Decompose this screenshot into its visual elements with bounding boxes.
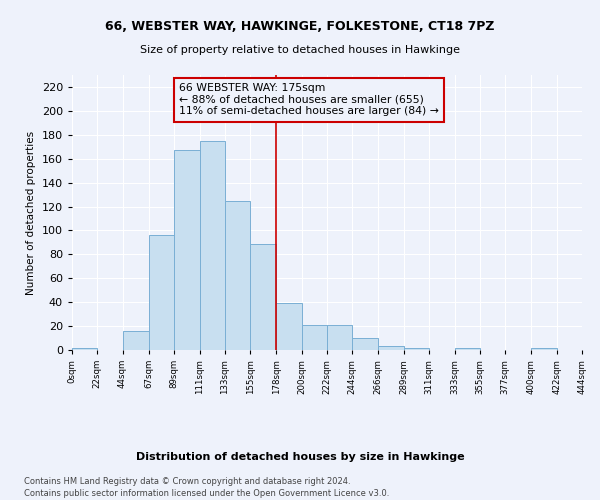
Bar (174, 150, 199, 350)
Bar (199, 141, 225, 350)
Bar (250, 244, 277, 350)
Text: Size of property relative to detached houses in Hawkinge: Size of property relative to detached ho… (140, 45, 460, 55)
Bar (327, 325, 352, 350)
Text: 66 WEBSTER WAY: 175sqm
← 88% of detached houses are smaller (655)
11% of semi-de: 66 WEBSTER WAY: 175sqm ← 88% of detached… (179, 83, 439, 116)
Text: 66, WEBSTER WAY, HAWKINGE, FOLKESTONE, CT18 7PZ: 66, WEBSTER WAY, HAWKINGE, FOLKESTONE, C… (105, 20, 495, 33)
Y-axis label: Number of detached properties: Number of detached properties (26, 130, 36, 294)
Bar (404, 348, 429, 350)
Bar (122, 331, 149, 350)
Text: Distribution of detached houses by size in Hawkinge: Distribution of detached houses by size … (136, 452, 464, 462)
Bar (352, 338, 377, 350)
Bar (72, 348, 97, 350)
Bar (302, 325, 327, 350)
Bar (455, 348, 480, 350)
Text: Contains HM Land Registry data © Crown copyright and database right 2024.: Contains HM Land Registry data © Crown c… (24, 478, 350, 486)
Bar (277, 304, 302, 350)
Bar (377, 346, 404, 350)
Bar (225, 200, 250, 350)
Bar (149, 235, 174, 350)
Text: Contains public sector information licensed under the Open Government Licence v3: Contains public sector information licen… (24, 489, 389, 498)
Bar (532, 348, 557, 350)
Bar (582, 348, 600, 350)
